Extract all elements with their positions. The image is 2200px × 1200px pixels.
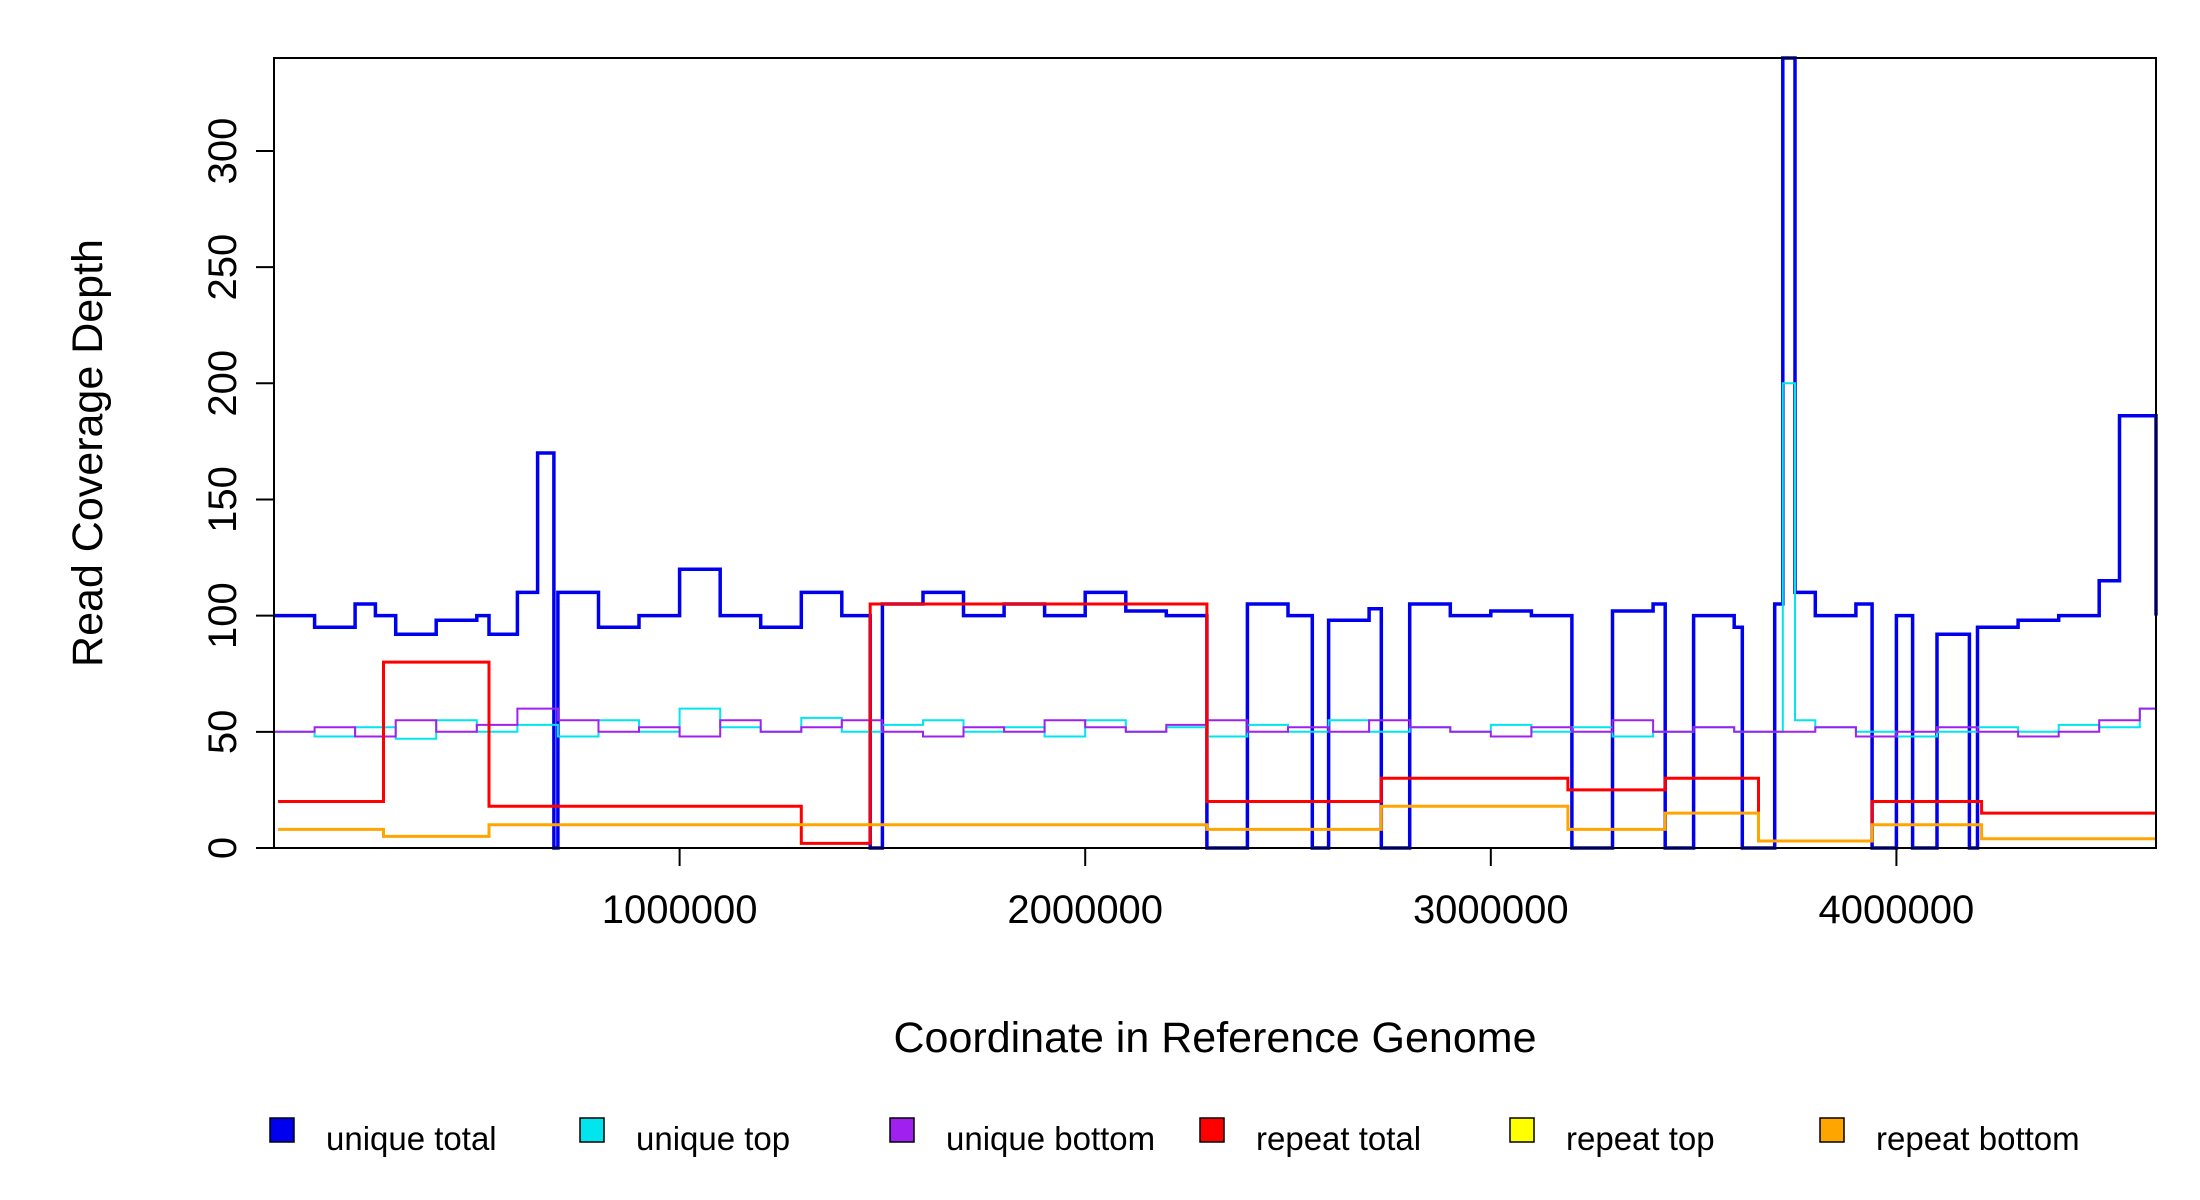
legend-item-repeat-bottom: repeat bottom [1819, 1117, 2080, 1157]
y-tick-label: 0 [201, 837, 245, 859]
y-tick-label: 200 [201, 350, 245, 417]
legend-label: repeat bottom [1876, 1120, 2080, 1157]
legend-label: unique bottom [946, 1120, 1155, 1157]
y-axis: 0 50 100 150 200 250 300 [201, 118, 275, 859]
y-tick-label: 100 [201, 582, 245, 649]
series-line-repeat-bottom [278, 804, 2156, 843]
legend-item-unique-total: unique total [269, 1117, 497, 1157]
legend-swatch [269, 1117, 295, 1143]
x-axis-title: Coordinate in Reference Genome [894, 1014, 1537, 1062]
x-tick-label: 2000000 [1007, 888, 1163, 932]
legend-label: repeat total [1256, 1120, 1421, 1157]
legend-item-unique-top: unique top [579, 1117, 790, 1157]
legend-label: repeat top [1566, 1120, 1715, 1157]
y-axis-title: Read Coverage Depth [64, 239, 112, 667]
legend-swatch [889, 1117, 915, 1143]
legend-item-unique-bottom: unique bottom [889, 1117, 1155, 1157]
legend: unique total unique top unique bottom repea… [269, 1117, 2080, 1157]
y-tick-label: 250 [201, 234, 245, 301]
y-tick-label: 50 [201, 710, 245, 755]
y-tick-label: 150 [201, 466, 245, 533]
y-tick-label: 300 [201, 118, 245, 185]
series-line-unique-bottom [274, 707, 2157, 738]
legend-swatch [1509, 1117, 1535, 1143]
legend-label: unique total [326, 1120, 497, 1157]
legend-item-repeat-total: repeat total [1199, 1117, 1421, 1157]
legend-swatch [1199, 1117, 1225, 1143]
x-tick-label: 4000000 [1819, 888, 1975, 932]
x-tick-label: 1000000 [602, 888, 758, 932]
legend-item-repeat-top: repeat top [1509, 1117, 1715, 1157]
legend-swatch [579, 1117, 605, 1143]
legend-label: unique top [636, 1120, 790, 1157]
legend-swatch [1819, 1117, 1845, 1143]
x-axis: 1000000 2000000 3000000 4000000 [602, 847, 1975, 932]
x-tick-label: 3000000 [1413, 888, 1569, 932]
